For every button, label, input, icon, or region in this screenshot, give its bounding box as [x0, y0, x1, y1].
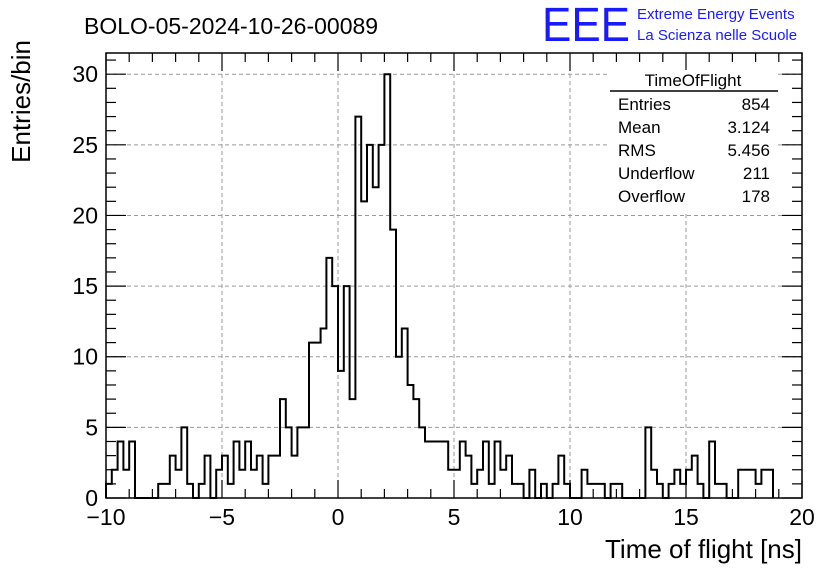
- eee-logo-line1: Extreme Energy Events: [637, 6, 795, 23]
- histogram-bin: [274, 456, 280, 498]
- y-tick-labels: 0 5 10 15 20 25 30: [72, 61, 98, 511]
- y-tick-label: 25: [72, 132, 98, 158]
- stats-box: TimeOfFlight Entries 854 Mean 3.124 RMS 5.456…: [608, 70, 778, 212]
- stats-row-label: Overflow: [618, 187, 686, 206]
- y-tick-label: 15: [72, 273, 98, 299]
- histogram-bin: [431, 441, 437, 498]
- x-tick-label: 0: [332, 504, 345, 530]
- x-tick-label: 20: [789, 504, 815, 530]
- stats-row-value: 5.456: [727, 141, 770, 160]
- histogram-bin: [500, 470, 506, 498]
- y-tick-label: 30: [72, 61, 98, 87]
- eee-logo-mark: EEE: [542, 0, 630, 52]
- histogram-bin: [425, 441, 431, 498]
- histogram-bin: [315, 343, 321, 498]
- histogram-bin: [396, 357, 402, 498]
- stats-row-label: Mean: [618, 118, 661, 137]
- stats-title: TimeOfFlight: [645, 71, 742, 90]
- histogram-bin: [454, 470, 460, 498]
- histogram-bin: [361, 201, 367, 498]
- histogram-bin: [744, 470, 750, 498]
- histogram-bin: [680, 484, 686, 498]
- stats-row-value: 854: [742, 95, 770, 114]
- histogram-bin: [263, 484, 269, 498]
- histogram-bin: [471, 484, 477, 498]
- y-tick-label: 10: [72, 344, 98, 370]
- histogram-bin: [321, 328, 327, 498]
- y-tick-label: 5: [85, 414, 98, 440]
- histogram-bin: [228, 484, 234, 498]
- stats-row-value: 3.124: [727, 118, 770, 137]
- eee-logo: EEE Extreme Energy Events La Scienza nel…: [542, 0, 797, 52]
- eee-logo-line2: La Scienza nelle Scuole: [637, 27, 797, 44]
- histogram-bin: [379, 145, 385, 498]
- x-tick-label: −5: [209, 504, 235, 530]
- x-tick-labels: −10 −5 0 5 10 15 20: [86, 504, 814, 530]
- histogram-bin: [373, 187, 379, 498]
- stats-row-label: Underflow: [618, 164, 695, 183]
- x-axis-label: Time of flight [ns]: [605, 534, 802, 564]
- histogram-bin: [587, 484, 593, 498]
- stats-row-label: RMS: [618, 141, 656, 160]
- histogram-bin: [448, 470, 454, 498]
- histogram-bin: [512, 484, 518, 498]
- y-axis-label: Entries/bin: [6, 40, 36, 163]
- x-tick-label: 5: [448, 504, 461, 530]
- chart-title: BOLO-05-2024-10-26-00089: [84, 13, 378, 39]
- histogram-bin: [350, 399, 356, 498]
- histogram-bin: [164, 484, 170, 498]
- histogram-bin: [489, 484, 495, 498]
- histogram-outline: [105, 73, 774, 499]
- stats-row-label: Entries: [618, 95, 671, 114]
- axis-ticks: [105, 53, 803, 499]
- histogram-bin: [292, 456, 298, 498]
- histogram-bin: [303, 427, 309, 498]
- histogram-bin: [756, 484, 762, 498]
- histogram-bin: [338, 371, 344, 498]
- stats-row-value: 211: [743, 164, 770, 183]
- histogram-bin: [239, 470, 245, 498]
- histogram-bin: [408, 385, 414, 498]
- x-tick-label: 15: [673, 504, 699, 530]
- y-tick-label: 20: [72, 202, 98, 228]
- histogram-bin: [251, 470, 257, 498]
- histogram-bin: [123, 470, 129, 498]
- histogram-bin: [593, 484, 599, 498]
- y-tick-label: 0: [85, 485, 98, 511]
- stats-row-value: 178: [742, 187, 770, 206]
- x-tick-label: −10: [86, 504, 125, 530]
- histogram-bin: [176, 470, 182, 498]
- x-tick-label: 10: [557, 504, 583, 530]
- histogram-bin: [437, 441, 443, 498]
- histogram-bin: [715, 484, 721, 498]
- grid-lines: [106, 53, 802, 498]
